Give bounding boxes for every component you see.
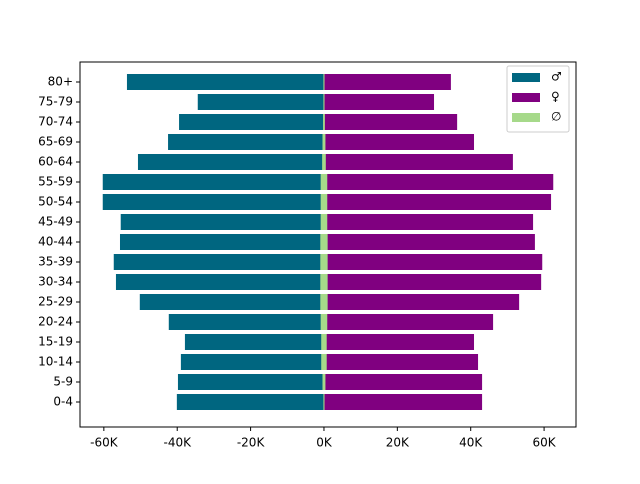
- bar: [126, 74, 324, 90]
- bar: [320, 274, 328, 290]
- bar: [115, 274, 324, 290]
- bar: [323, 174, 554, 190]
- bar: [322, 134, 326, 150]
- bar: [320, 194, 328, 210]
- x-tick-label: 20K: [386, 436, 410, 450]
- y-tick-label: 25-29: [38, 295, 73, 309]
- bar: [323, 194, 552, 210]
- x-tick-label: 60K: [533, 436, 557, 450]
- x-tick-label: 40K: [459, 436, 483, 450]
- bar: [323, 394, 483, 410]
- bar: [323, 154, 513, 170]
- x-tick-label: -20K: [237, 436, 266, 450]
- x-tick-label: 0K: [316, 436, 333, 450]
- bar: [323, 94, 435, 110]
- bar: [323, 374, 483, 390]
- y-tick-label: 15-19: [38, 335, 73, 349]
- y-tick-label: 60-64: [38, 155, 73, 169]
- bar: [176, 394, 324, 410]
- bar: [139, 294, 324, 310]
- bar: [113, 254, 324, 270]
- bar: [320, 314, 328, 330]
- bar: [184, 334, 324, 350]
- y-tick-label: 30-34: [38, 275, 73, 289]
- bar: [102, 174, 324, 190]
- legend-label: ∅: [551, 110, 561, 124]
- plot-frame: [79, 61, 577, 428]
- bar: [321, 334, 327, 350]
- x-tick-label: -60K: [90, 436, 119, 450]
- legend-label: ♂: [551, 70, 562, 84]
- bar: [320, 174, 328, 190]
- legend-swatch: [512, 73, 540, 82]
- y-tick-label: 65-69: [38, 135, 73, 149]
- bar: [177, 374, 324, 390]
- bar: [168, 134, 324, 150]
- legend-label: ♀: [551, 90, 560, 104]
- bar: [120, 214, 324, 230]
- bar: [323, 214, 534, 230]
- bar: [323, 74, 325, 90]
- y-tick-label: 70-74: [38, 115, 73, 129]
- bar: [323, 114, 458, 130]
- bar: [320, 294, 328, 310]
- bar: [323, 394, 325, 410]
- bar: [323, 114, 325, 130]
- bar: [168, 314, 324, 330]
- bar: [320, 214, 328, 230]
- bar: [321, 354, 327, 370]
- y-tick-label: 80+: [48, 75, 73, 89]
- bar: [323, 354, 479, 370]
- y-tick-label: 35-39: [38, 255, 73, 269]
- y-tick-label: 0-4: [53, 395, 73, 409]
- legend-swatch: [512, 113, 540, 122]
- legend-swatch: [512, 93, 540, 102]
- bar: [323, 74, 451, 90]
- bar: [323, 254, 543, 270]
- bar: [323, 94, 325, 110]
- bar: [179, 114, 324, 130]
- bar: [102, 194, 324, 210]
- y-tick-label: 55-59: [38, 175, 73, 189]
- y-tick-label: 5-9: [53, 375, 73, 389]
- bar: [197, 94, 324, 110]
- bar: [137, 154, 324, 170]
- bar: [180, 354, 324, 370]
- bar: [323, 294, 520, 310]
- y-tick-label: 75-79: [38, 95, 73, 109]
- y-tick-label: 20-24: [38, 315, 73, 329]
- bar: [323, 274, 542, 290]
- bar: [119, 234, 324, 250]
- bar: [323, 134, 475, 150]
- bar: [322, 374, 326, 390]
- bar: [323, 234, 535, 250]
- bar: [323, 314, 494, 330]
- y-tick-label: 40-44: [38, 235, 73, 249]
- y-tick-label: 50-54: [38, 195, 73, 209]
- x-tick-label: -40K: [163, 436, 192, 450]
- y-tick-label: 10-14: [38, 355, 73, 369]
- bar: [320, 254, 328, 270]
- bar: [323, 334, 475, 350]
- bar: [322, 154, 326, 170]
- bar: [320, 234, 328, 250]
- y-tick-label: 45-49: [38, 215, 73, 229]
